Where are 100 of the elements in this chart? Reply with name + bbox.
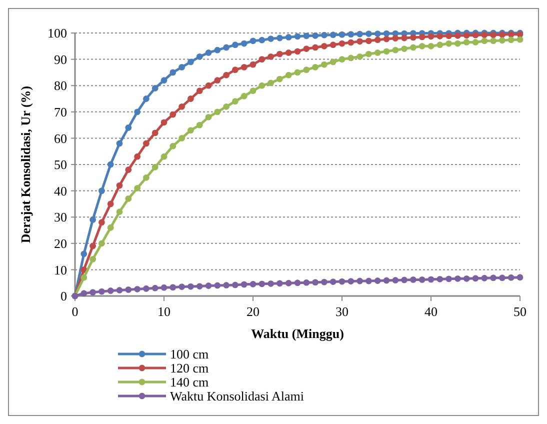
point — [125, 124, 132, 131]
point — [240, 92, 248, 100]
point — [160, 77, 168, 84]
point — [499, 37, 506, 44]
legend-label: 100 cm — [170, 346, 209, 362]
point — [90, 216, 96, 223]
x-tick-label: 0 — [72, 304, 78, 319]
point — [152, 164, 158, 170]
point — [428, 33, 434, 40]
legend-label: Waktu Konsolidasi Alami — [170, 388, 304, 404]
point — [152, 284, 158, 292]
point — [258, 82, 266, 89]
point — [178, 284, 185, 290]
point — [258, 36, 266, 44]
point — [276, 34, 283, 42]
point — [285, 72, 292, 78]
point — [454, 32, 461, 39]
point — [418, 42, 426, 50]
y-tick-label: 0 — [60, 288, 67, 304]
point — [446, 32, 452, 40]
y-tick-label: 90 — [54, 52, 67, 67]
point — [98, 240, 105, 247]
point — [330, 278, 336, 285]
y-axis-title: Derajat Konsolidasi, Ur (%) — [18, 86, 33, 244]
point — [508, 274, 514, 281]
point — [294, 69, 301, 76]
point — [285, 280, 292, 286]
point — [188, 283, 194, 290]
point — [205, 282, 212, 289]
y-tick-label: 100 — [48, 26, 67, 41]
point — [348, 278, 354, 284]
point — [116, 140, 123, 147]
point — [250, 38, 256, 44]
point — [170, 284, 176, 291]
point — [516, 36, 524, 43]
point — [223, 72, 230, 78]
y-tick-label: 50 — [54, 157, 67, 172]
point — [232, 66, 238, 74]
point — [223, 44, 230, 51]
point — [321, 32, 328, 38]
point — [80, 290, 88, 297]
point — [196, 122, 203, 128]
point — [134, 184, 140, 192]
point — [330, 32, 336, 38]
point — [143, 174, 150, 181]
point — [188, 96, 194, 102]
point — [90, 289, 96, 296]
point — [205, 114, 212, 120]
point — [134, 286, 140, 292]
point — [250, 88, 256, 94]
point — [463, 32, 470, 39]
point — [250, 61, 256, 68]
point — [232, 282, 238, 288]
point — [250, 280, 256, 288]
point — [463, 39, 470, 46]
point — [383, 30, 390, 37]
point — [178, 64, 185, 70]
point — [294, 280, 301, 286]
point — [454, 275, 461, 282]
x-axis-title: Waktu (Minggu) — [251, 326, 344, 341]
point — [152, 130, 158, 136]
point — [418, 276, 426, 283]
point — [374, 36, 381, 44]
x-tick-label: 30 — [336, 304, 348, 319]
point — [116, 208, 123, 216]
point — [214, 46, 221, 54]
point — [98, 288, 105, 295]
y-tick-label: 20 — [54, 236, 67, 251]
point — [125, 166, 132, 173]
point — [481, 274, 488, 282]
point — [312, 44, 318, 51]
point — [98, 188, 105, 194]
legend-label: 120 cm — [170, 360, 209, 376]
point — [472, 39, 479, 46]
point — [276, 280, 283, 287]
point — [330, 58, 336, 66]
point — [392, 46, 399, 54]
point — [152, 85, 158, 92]
point — [303, 32, 310, 40]
point — [321, 278, 328, 286]
point — [401, 34, 408, 42]
point — [312, 64, 318, 70]
point — [196, 283, 203, 290]
point — [366, 50, 372, 58]
point — [366, 278, 372, 284]
point — [303, 46, 310, 52]
point — [356, 30, 363, 38]
y-tick-label: 10 — [54, 262, 67, 278]
point — [410, 34, 416, 41]
y-tick-label: 40 — [54, 183, 67, 198]
point — [107, 200, 114, 208]
point — [80, 274, 88, 281]
point — [508, 36, 514, 44]
point — [410, 44, 416, 51]
point — [276, 50, 283, 58]
point — [436, 276, 444, 282]
point — [143, 96, 150, 102]
point — [98, 219, 105, 226]
point — [338, 31, 346, 38]
point — [516, 274, 524, 281]
